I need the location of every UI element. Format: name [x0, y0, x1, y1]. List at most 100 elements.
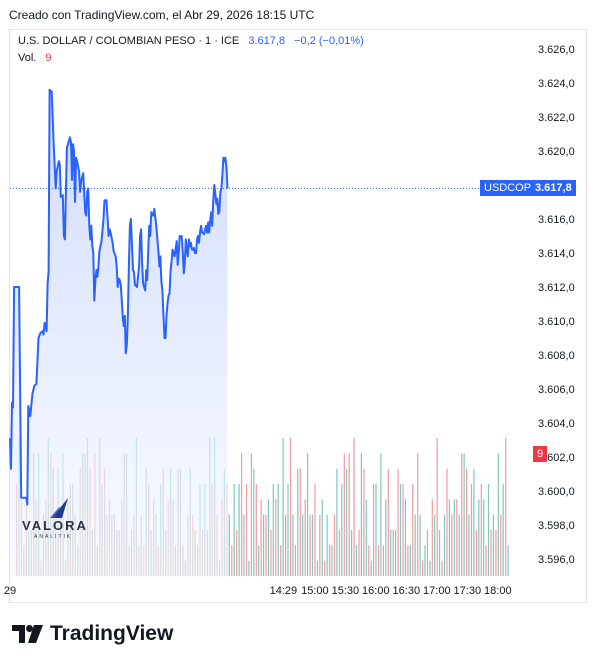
volume-bar-down — [373, 484, 375, 576]
volume-bar-up — [282, 438, 284, 576]
volume-bar-down — [466, 468, 468, 576]
volume-bar-up — [253, 468, 255, 576]
volume-bar-down — [490, 530, 492, 576]
volume-bar-up — [429, 560, 431, 576]
volume-bar-up — [326, 514, 328, 576]
price-line — [9, 88, 229, 506]
volume-bar-down — [480, 484, 482, 576]
volume-bar-down — [451, 514, 453, 576]
y-tick-label: 3.622,0 — [538, 112, 575, 124]
x-tick-label: 16:00 — [362, 585, 390, 597]
volume-bar-up — [453, 499, 455, 576]
volume-bar-up — [351, 530, 353, 576]
volume-bar-up — [463, 453, 465, 576]
volume-bar-up — [243, 514, 245, 576]
volume-bar-down — [358, 530, 360, 576]
volume-bar-up — [370, 560, 372, 576]
volume-bar-down — [338, 530, 340, 576]
volume-bar-up — [473, 468, 475, 576]
tradingview-logo-text: TradingView — [50, 622, 174, 645]
volume-bar-up — [497, 453, 499, 576]
x-tick-label: 18:00 — [484, 585, 512, 597]
y-tick-label: 3.602,0 — [538, 452, 575, 464]
volume-bar-up — [258, 545, 260, 576]
valora-logo-icon — [50, 498, 68, 518]
volume-bar-up — [399, 484, 402, 576]
volume-bar-down — [294, 545, 296, 576]
y-tick-label: 3.620,0 — [538, 146, 575, 158]
volume-bar-up — [272, 484, 274, 576]
volume-bar-down — [412, 484, 414, 576]
volume-bar-up — [487, 484, 490, 576]
volume-bar-up — [395, 530, 397, 576]
volume-bar-down — [275, 499, 277, 576]
volume-bar-up — [404, 499, 406, 576]
tradingview-logo[interactable]: TradingView — [12, 622, 173, 646]
volume-bar-up — [365, 499, 367, 576]
volume-bar-down — [329, 545, 331, 576]
volume-bar-up — [502, 484, 504, 576]
volume-bar-down — [270, 530, 272, 576]
y-tick-label: 3.606,0 — [538, 384, 575, 396]
volume-bar-down — [368, 545, 370, 576]
volume-bar-up — [448, 499, 450, 576]
volume-label[interactable]: Vol. — [18, 52, 37, 64]
volume-bar-down — [392, 530, 394, 576]
volume-bar-down — [426, 530, 429, 576]
volume-bar-down — [324, 560, 326, 576]
volume-bar-down — [475, 530, 477, 576]
y-tick-label: 3.596,0 — [538, 554, 575, 566]
volume-bar-up — [311, 514, 314, 576]
volume-bar-down — [265, 514, 267, 576]
volume-bar-up — [478, 499, 480, 576]
volume-bar-up — [434, 514, 436, 576]
volume-bar-down — [231, 545, 233, 576]
symbol-label[interactable]: U.S. DOLLAR / COLOMBIAN PESO · 1 · ICE — [18, 35, 240, 47]
volume-bar-down — [319, 514, 321, 576]
volume-bar-up — [483, 499, 485, 576]
volume-bar-up — [331, 545, 333, 576]
y-tick-label: 3.626,0 — [538, 44, 575, 56]
x-tick-label: 16:30 — [393, 585, 421, 597]
y-tick-label: 3.612,0 — [538, 282, 575, 294]
volume-bar-up — [458, 514, 460, 576]
volume-bar-up — [468, 514, 470, 576]
volume-bar-up — [233, 484, 235, 576]
chart-caption: Creado con TradingView.com, el Abr 29, 2… — [9, 8, 315, 22]
volume-bar-up — [424, 545, 426, 576]
volume-bar-up — [390, 530, 392, 576]
volume-bar-up — [277, 484, 279, 576]
price-change: −0,2 (−0,01%) — [294, 35, 364, 47]
y-tick-label: 3.616,0 — [538, 214, 575, 226]
volume-bar-down — [377, 545, 380, 576]
y-tick-label: 3.600,0 — [538, 486, 575, 498]
volume-bar-up — [267, 499, 269, 576]
volume-bar-down — [485, 545, 487, 576]
y-tick-label: 3.614,0 — [538, 248, 575, 260]
x-tick-label: 15:00 — [301, 585, 329, 597]
x-tick-label: 17:30 — [454, 585, 482, 597]
y-tick-label: 3.598,0 — [538, 520, 575, 532]
volume-legend: Vol. 9 — [18, 52, 52, 64]
chart-frame — [9, 29, 587, 603]
volume-bar-down — [441, 560, 443, 576]
volume-bar-down — [436, 438, 438, 576]
volume-bar-up — [341, 484, 343, 576]
volume-bar-up — [238, 484, 240, 576]
volume-bar-down — [470, 484, 473, 576]
volume-bar-up — [419, 514, 421, 576]
volume-bar-up — [360, 453, 362, 576]
volume-bar-up — [287, 484, 289, 576]
volume-bar-down — [289, 438, 292, 576]
volume-bar-up — [355, 545, 358, 576]
volume-bar-up — [414, 514, 416, 576]
watermark-brand: VALORA — [22, 518, 88, 533]
x-tick-label: 15:30 — [332, 585, 360, 597]
volume-bar-down — [422, 560, 424, 576]
volume-bar-down — [500, 514, 502, 576]
volume-bar-down — [353, 438, 355, 576]
volume-bar-up — [385, 499, 387, 576]
volume-bar-down — [343, 453, 345, 576]
volume-bar-down — [304, 499, 306, 576]
